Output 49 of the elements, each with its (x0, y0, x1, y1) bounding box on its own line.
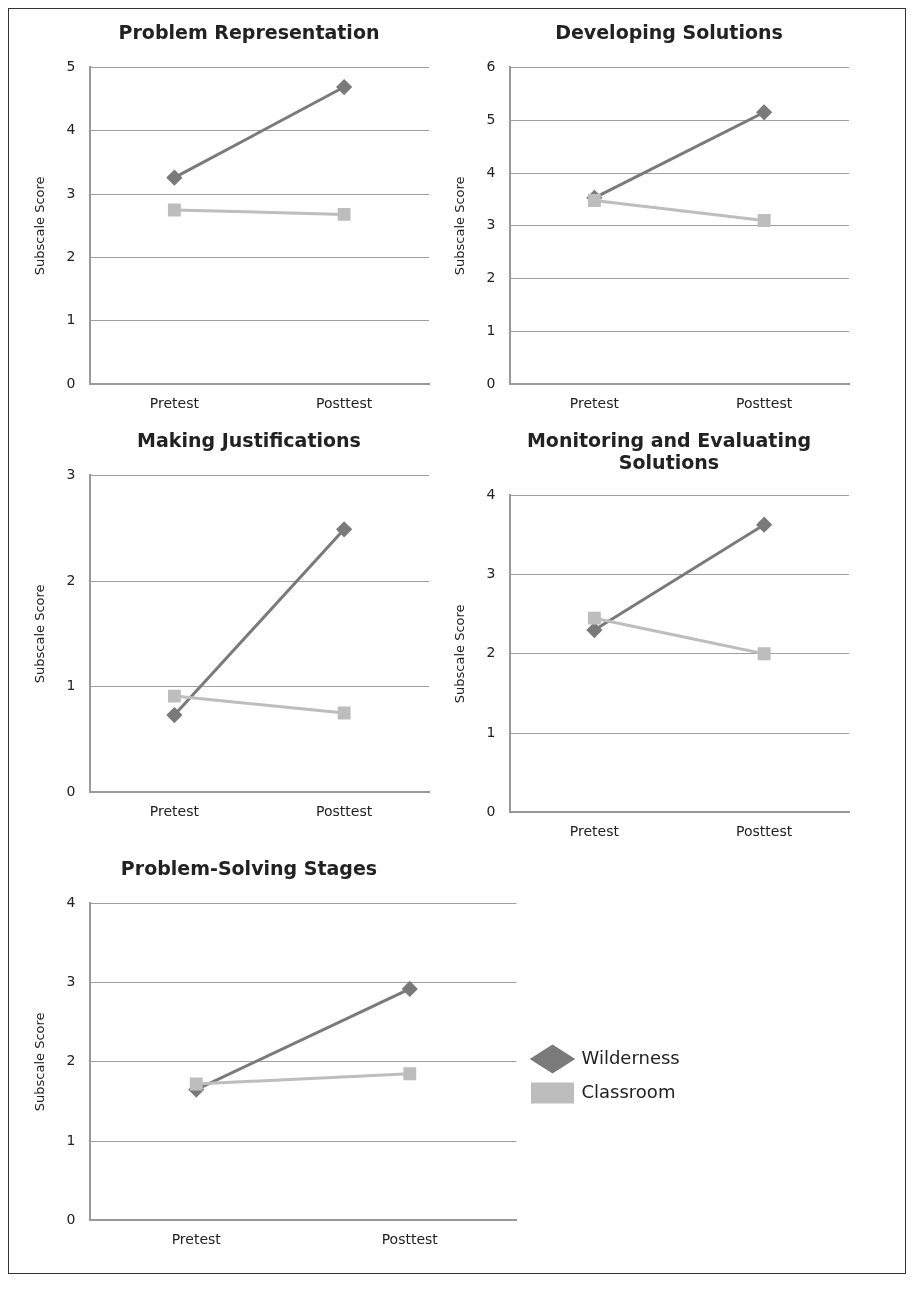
y-tick-label: 1 (486, 322, 496, 339)
legend-label: Classroom (581, 1080, 676, 1102)
y-tick-label: 2 (66, 571, 76, 588)
y-tick-label: 4 (66, 121, 76, 138)
y-tick-label: 0 (486, 802, 496, 819)
y-tick-label: 4 (66, 894, 76, 911)
y-tick-label: 3 (66, 973, 76, 990)
x-tick-label: Pretest (569, 395, 620, 412)
x-tick-label: Posttest (316, 803, 373, 820)
y-tick-label: 1 (66, 677, 76, 694)
y-tick-label: 5 (486, 110, 496, 127)
y-axis-title: Subscale Score (32, 1012, 48, 1112)
y-tick-label: 3 (486, 216, 496, 233)
y-tick-label: 2 (66, 1052, 76, 1069)
y-tick-label: 2 (486, 644, 496, 661)
y-axis-title: Subscale Score (32, 584, 48, 684)
y-tick-label: 0 (66, 374, 76, 391)
y-tick-label: 0 (66, 1210, 76, 1227)
y-tick-label: 3 (486, 565, 496, 582)
x-tick-label: Pretest (149, 803, 200, 820)
y-tick-label: 1 (66, 311, 76, 328)
y-axis-title: Subscale Score (452, 604, 468, 704)
y-tick-label: 1 (66, 1131, 76, 1148)
y-tick-label: 4 (486, 486, 496, 503)
y-tick-label: 2 (66, 248, 76, 265)
x-tick-label: Posttest (736, 823, 793, 840)
legend-label: Wilderness (581, 1046, 680, 1068)
y-tick-label: 5 (66, 58, 76, 75)
y-tick-label: 0 (66, 782, 76, 799)
y-tick-label: 6 (486, 58, 496, 75)
x-tick-label: Pretest (569, 823, 620, 840)
chart-title: Monitoring and Evaluating Solutions (525, 429, 813, 473)
y-tick-label: 1 (486, 723, 496, 740)
x-tick-label: Pretest (171, 1231, 222, 1248)
chart-title: Developing Solutions (554, 21, 784, 45)
chart-title: Making Justifications (136, 429, 362, 453)
y-axis-title: Subscale Score (32, 176, 48, 276)
y-tick-label: 3 (66, 184, 76, 201)
x-tick-label: Pretest (149, 395, 200, 412)
x-tick-label: Posttest (316, 395, 373, 412)
x-tick-label: Posttest (381, 1231, 439, 1248)
y-tick-label: 4 (486, 163, 496, 180)
y-axis-title: Subscale Score (452, 176, 468, 276)
y-tick-label: 3 (66, 466, 76, 483)
x-tick-label: Posttest (736, 395, 793, 412)
chart-title: Problem Representation (117, 21, 381, 45)
y-tick-label: 2 (486, 269, 496, 286)
chart-title: Problem-Solving Stages (119, 857, 379, 881)
y-tick-label: 0 (486, 374, 496, 391)
